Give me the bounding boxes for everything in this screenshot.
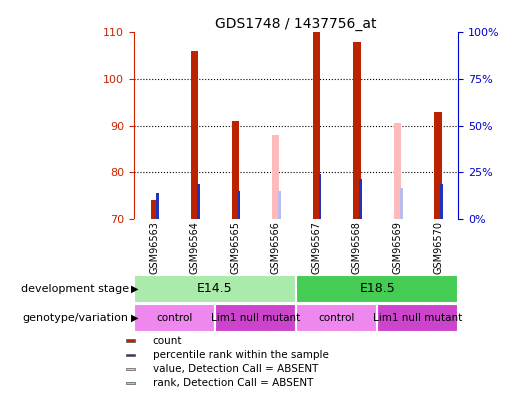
Text: rank, Detection Call = ABSENT: rank, Detection Call = ABSENT [152, 378, 313, 388]
Bar [134, 304, 215, 332]
Bar [126, 339, 135, 342]
Bar [400, 188, 403, 219]
Bar [134, 275, 296, 303]
Bar [394, 123, 401, 219]
Text: GSM96568: GSM96568 [352, 222, 362, 274]
Bar [278, 191, 281, 219]
Bar [435, 111, 442, 219]
Title: GDS1748 / 1437756_at: GDS1748 / 1437756_at [215, 17, 377, 31]
Text: development stage: development stage [21, 284, 129, 294]
Text: GSM96565: GSM96565 [230, 222, 241, 275]
Text: GSM96569: GSM96569 [392, 222, 403, 274]
Text: E14.5: E14.5 [197, 282, 233, 295]
Bar [126, 368, 135, 370]
Text: percentile rank within the sample: percentile rank within the sample [152, 350, 329, 360]
Bar [191, 51, 198, 219]
Text: GSM96564: GSM96564 [190, 222, 200, 274]
Text: count: count [152, 336, 182, 345]
Bar [296, 275, 458, 303]
Bar [232, 121, 239, 219]
Bar [296, 304, 377, 332]
Bar [150, 200, 158, 219]
Text: GSM96566: GSM96566 [271, 222, 281, 274]
Bar [313, 32, 320, 219]
Text: control: control [318, 313, 355, 323]
Text: GSM96570: GSM96570 [433, 222, 443, 275]
Text: genotype/variation: genotype/variation [23, 313, 129, 323]
Bar [126, 354, 135, 356]
Bar [126, 382, 135, 384]
Bar [440, 184, 443, 219]
Text: E18.5: E18.5 [359, 282, 395, 295]
Text: Lim1 null mutant: Lim1 null mutant [211, 313, 300, 323]
Bar [157, 193, 159, 219]
Text: Lim1 null mutant: Lim1 null mutant [373, 313, 462, 323]
Bar [359, 179, 362, 219]
Text: ▶: ▶ [131, 313, 139, 323]
Text: GSM96567: GSM96567 [312, 222, 321, 275]
Bar [215, 304, 296, 332]
Text: ▶: ▶ [131, 284, 139, 294]
Text: value, Detection Call = ABSENT: value, Detection Call = ABSENT [152, 364, 318, 374]
Bar [237, 191, 241, 219]
Bar [353, 42, 360, 219]
Bar [377, 304, 458, 332]
Bar [197, 184, 200, 219]
Text: control: control [156, 313, 193, 323]
Text: GSM96563: GSM96563 [149, 222, 159, 274]
Bar [272, 135, 280, 219]
Bar [319, 175, 321, 219]
